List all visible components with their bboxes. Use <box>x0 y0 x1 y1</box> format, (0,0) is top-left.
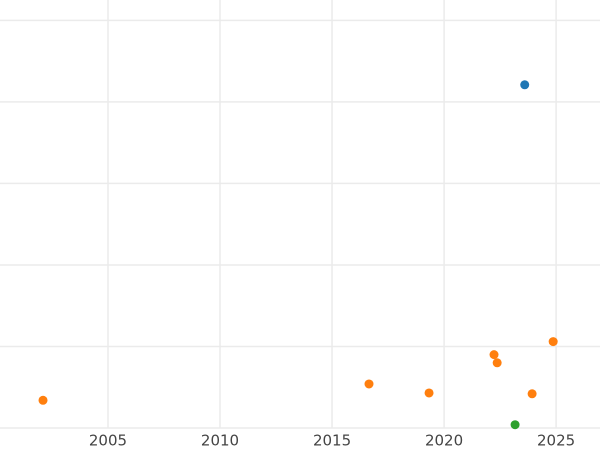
x-tick-label: 2015 <box>313 432 351 450</box>
point <box>38 395 48 405</box>
point <box>489 350 499 360</box>
point <box>520 80 530 90</box>
point <box>510 420 520 430</box>
point <box>424 388 434 398</box>
point <box>492 358 502 368</box>
x-tick-label: 2005 <box>89 432 127 450</box>
x-tick-label: 2020 <box>425 432 463 450</box>
x-tick-label: 2010 <box>201 432 239 450</box>
point <box>527 389 537 399</box>
point <box>364 379 374 389</box>
point <box>548 337 558 347</box>
x-tick-label: 2025 <box>537 432 575 450</box>
